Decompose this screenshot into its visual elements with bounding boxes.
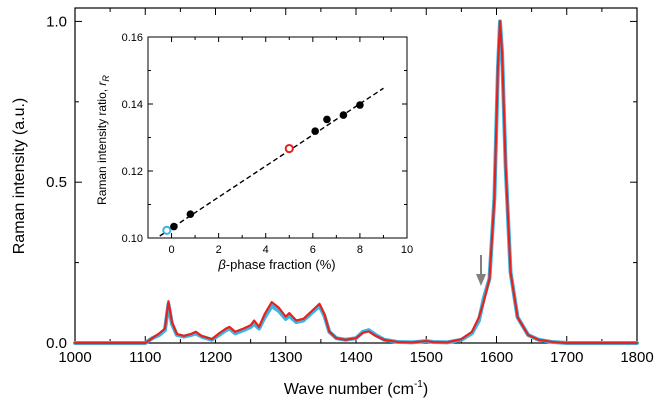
inset-data-points	[162, 101, 364, 235]
main-x-tick-label: 1500	[410, 349, 443, 366]
spectrum-series	[73, 19, 639, 345]
main-x-tick-label: 1800	[620, 349, 653, 366]
inset-point-open	[284, 143, 294, 154]
inset-axis-ticks	[147, 36, 408, 239]
inset-x-tick-label: 8	[357, 244, 363, 256]
inset-x-tick-label: 6	[310, 244, 316, 256]
main-x-tick-label: 1200	[199, 349, 232, 366]
inset-point	[311, 127, 319, 135]
inset-point	[339, 111, 348, 119]
inset-plot-frame	[147, 36, 408, 239]
inset-y-tick-label: 0.10	[122, 233, 143, 245]
main-x-tick-label: 1300	[269, 349, 302, 366]
main-y-tick-label: 1.0	[46, 13, 67, 30]
inset-x-tick-label: 4	[263, 244, 269, 256]
inset-fit-line-group	[159, 87, 384, 237]
main-x-tick-labels: 1000 1100 1200 1300 1400 1500 1600 1700 1800	[58, 349, 653, 366]
main-axis-ticks	[74, 8, 638, 344]
inset-y-axis-label: Raman intensity ratio, rR	[95, 75, 111, 205]
main-y-tick-label: 0.0	[46, 335, 67, 352]
inset-point	[170, 222, 178, 231]
main-x-tick-label: 1600	[480, 349, 513, 366]
inset-point	[323, 115, 331, 124]
main-y-axis-label: Raman intensity (a.u.)	[11, 98, 28, 255]
inset-fit-line	[159, 87, 384, 237]
inset-y-tick-label: 0.16	[122, 32, 143, 44]
inset-x-axis-label: β-phase fraction (%)	[217, 257, 335, 272]
shoulder-arrow	[476, 255, 486, 286]
main-x-axis-label: Wave number (cm-1)	[284, 379, 428, 398]
inset-y-tick-label: 0.12	[122, 166, 143, 178]
main-y-tick-labels: 0.0 0.5 1.0	[46, 13, 67, 352]
main-x-tick-label: 1100	[129, 349, 161, 366]
inset-y-tick-label: 0.14	[122, 99, 143, 111]
inset-x-tick-label: 10	[401, 244, 413, 256]
inset-x-tick-labels: 0 2 4 6 8 10	[168, 244, 413, 256]
main-x-tick-label: 1700	[550, 349, 583, 366]
inset-y-tick-labels: 0.10 0.12 0.14 0.16	[122, 32, 143, 245]
spectrum-line-2	[73, 20, 639, 345]
main-x-tick-label: 1000	[58, 349, 91, 366]
inset-point	[356, 101, 364, 109]
main-x-tick-label: 1400	[339, 349, 372, 366]
inset-x-tick-label: 2	[216, 244, 222, 256]
inset-point	[186, 210, 195, 219]
main-y-tick-label: 0.5	[46, 174, 67, 191]
inset-point-open	[162, 225, 172, 235]
inset-x-tick-label: 0	[168, 244, 174, 256]
